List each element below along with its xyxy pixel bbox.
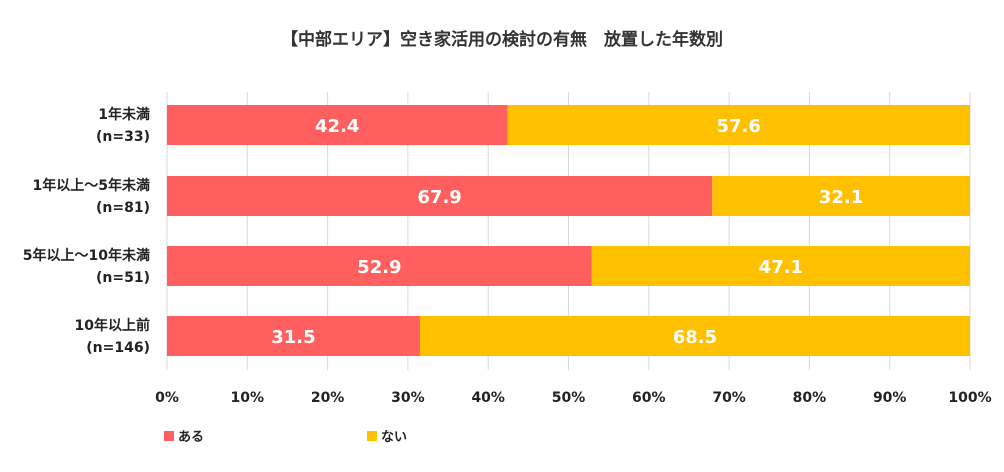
x-tick-label: 50% [552,390,586,406]
bar-aru [167,105,508,145]
legend: ある ない [164,430,407,445]
bar-aru [167,176,713,216]
data-label: 68.5 [673,327,717,348]
x-tick-label: 90% [873,390,907,406]
legend-swatch [164,431,174,441]
category-n-label: (n=81) [96,200,150,216]
x-tick-label: 10% [231,390,265,406]
category-n-label: (n=33) [96,129,150,145]
bar-aru [167,246,592,286]
x-axis-ticks: 0% 10% 20% 30% 40% 50% 60% 70% 80% 90% 100% [155,390,992,406]
x-tick-label: 80% [793,390,827,406]
x-tick-label: 30% [391,390,425,406]
data-label: 31.5 [271,327,315,348]
data-label: 52.9 [357,257,401,278]
x-tick-label: 100% [948,390,991,406]
bars: 42.4 57.6 67.9 32.1 52.9 47.1 31.5 68.5 [167,105,970,356]
data-label: 67.9 [417,187,461,208]
data-label: 57.6 [717,116,761,137]
chart-title: 【中部エリア】空き家活用の検討の有無 放置した年数別 [281,29,723,50]
category-labels: 1年未満 (n=33) 1年以上～5年未満 (n=81) 5年以上～10年未満 (n=51… [23,106,150,356]
x-tick-label: 0% [155,390,179,406]
bar-aru [167,316,420,356]
bar-nai [591,246,970,286]
legend-label: ない [381,430,407,445]
x-tick-label: 40% [471,390,505,406]
data-label: 47.1 [759,257,803,278]
data-label: 42.4 [315,116,359,137]
category-n-label: (n=51) [96,270,150,286]
category-label: 10年以上前 [75,317,150,334]
x-tick-label: 20% [311,390,345,406]
legend-swatch [367,431,377,441]
data-label: 32.1 [819,187,863,208]
legend-label: ある [178,430,204,445]
bar-nai [712,176,970,216]
category-label: 5年以上～10年未満 [23,247,150,264]
bar-nai [419,316,970,356]
category-label: 1年未満 [98,106,150,123]
x-tick-label: 70% [712,390,746,406]
category-label: 1年以上～5年未満 [33,177,150,194]
category-n-label: (n=146) [86,340,150,356]
x-tick-label: 60% [632,390,666,406]
bar-nai [507,105,970,145]
